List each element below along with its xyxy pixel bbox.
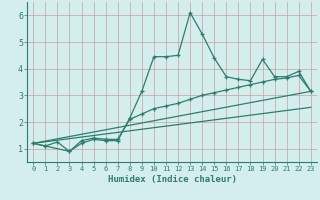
X-axis label: Humidex (Indice chaleur): Humidex (Indice chaleur): [108, 175, 236, 184]
